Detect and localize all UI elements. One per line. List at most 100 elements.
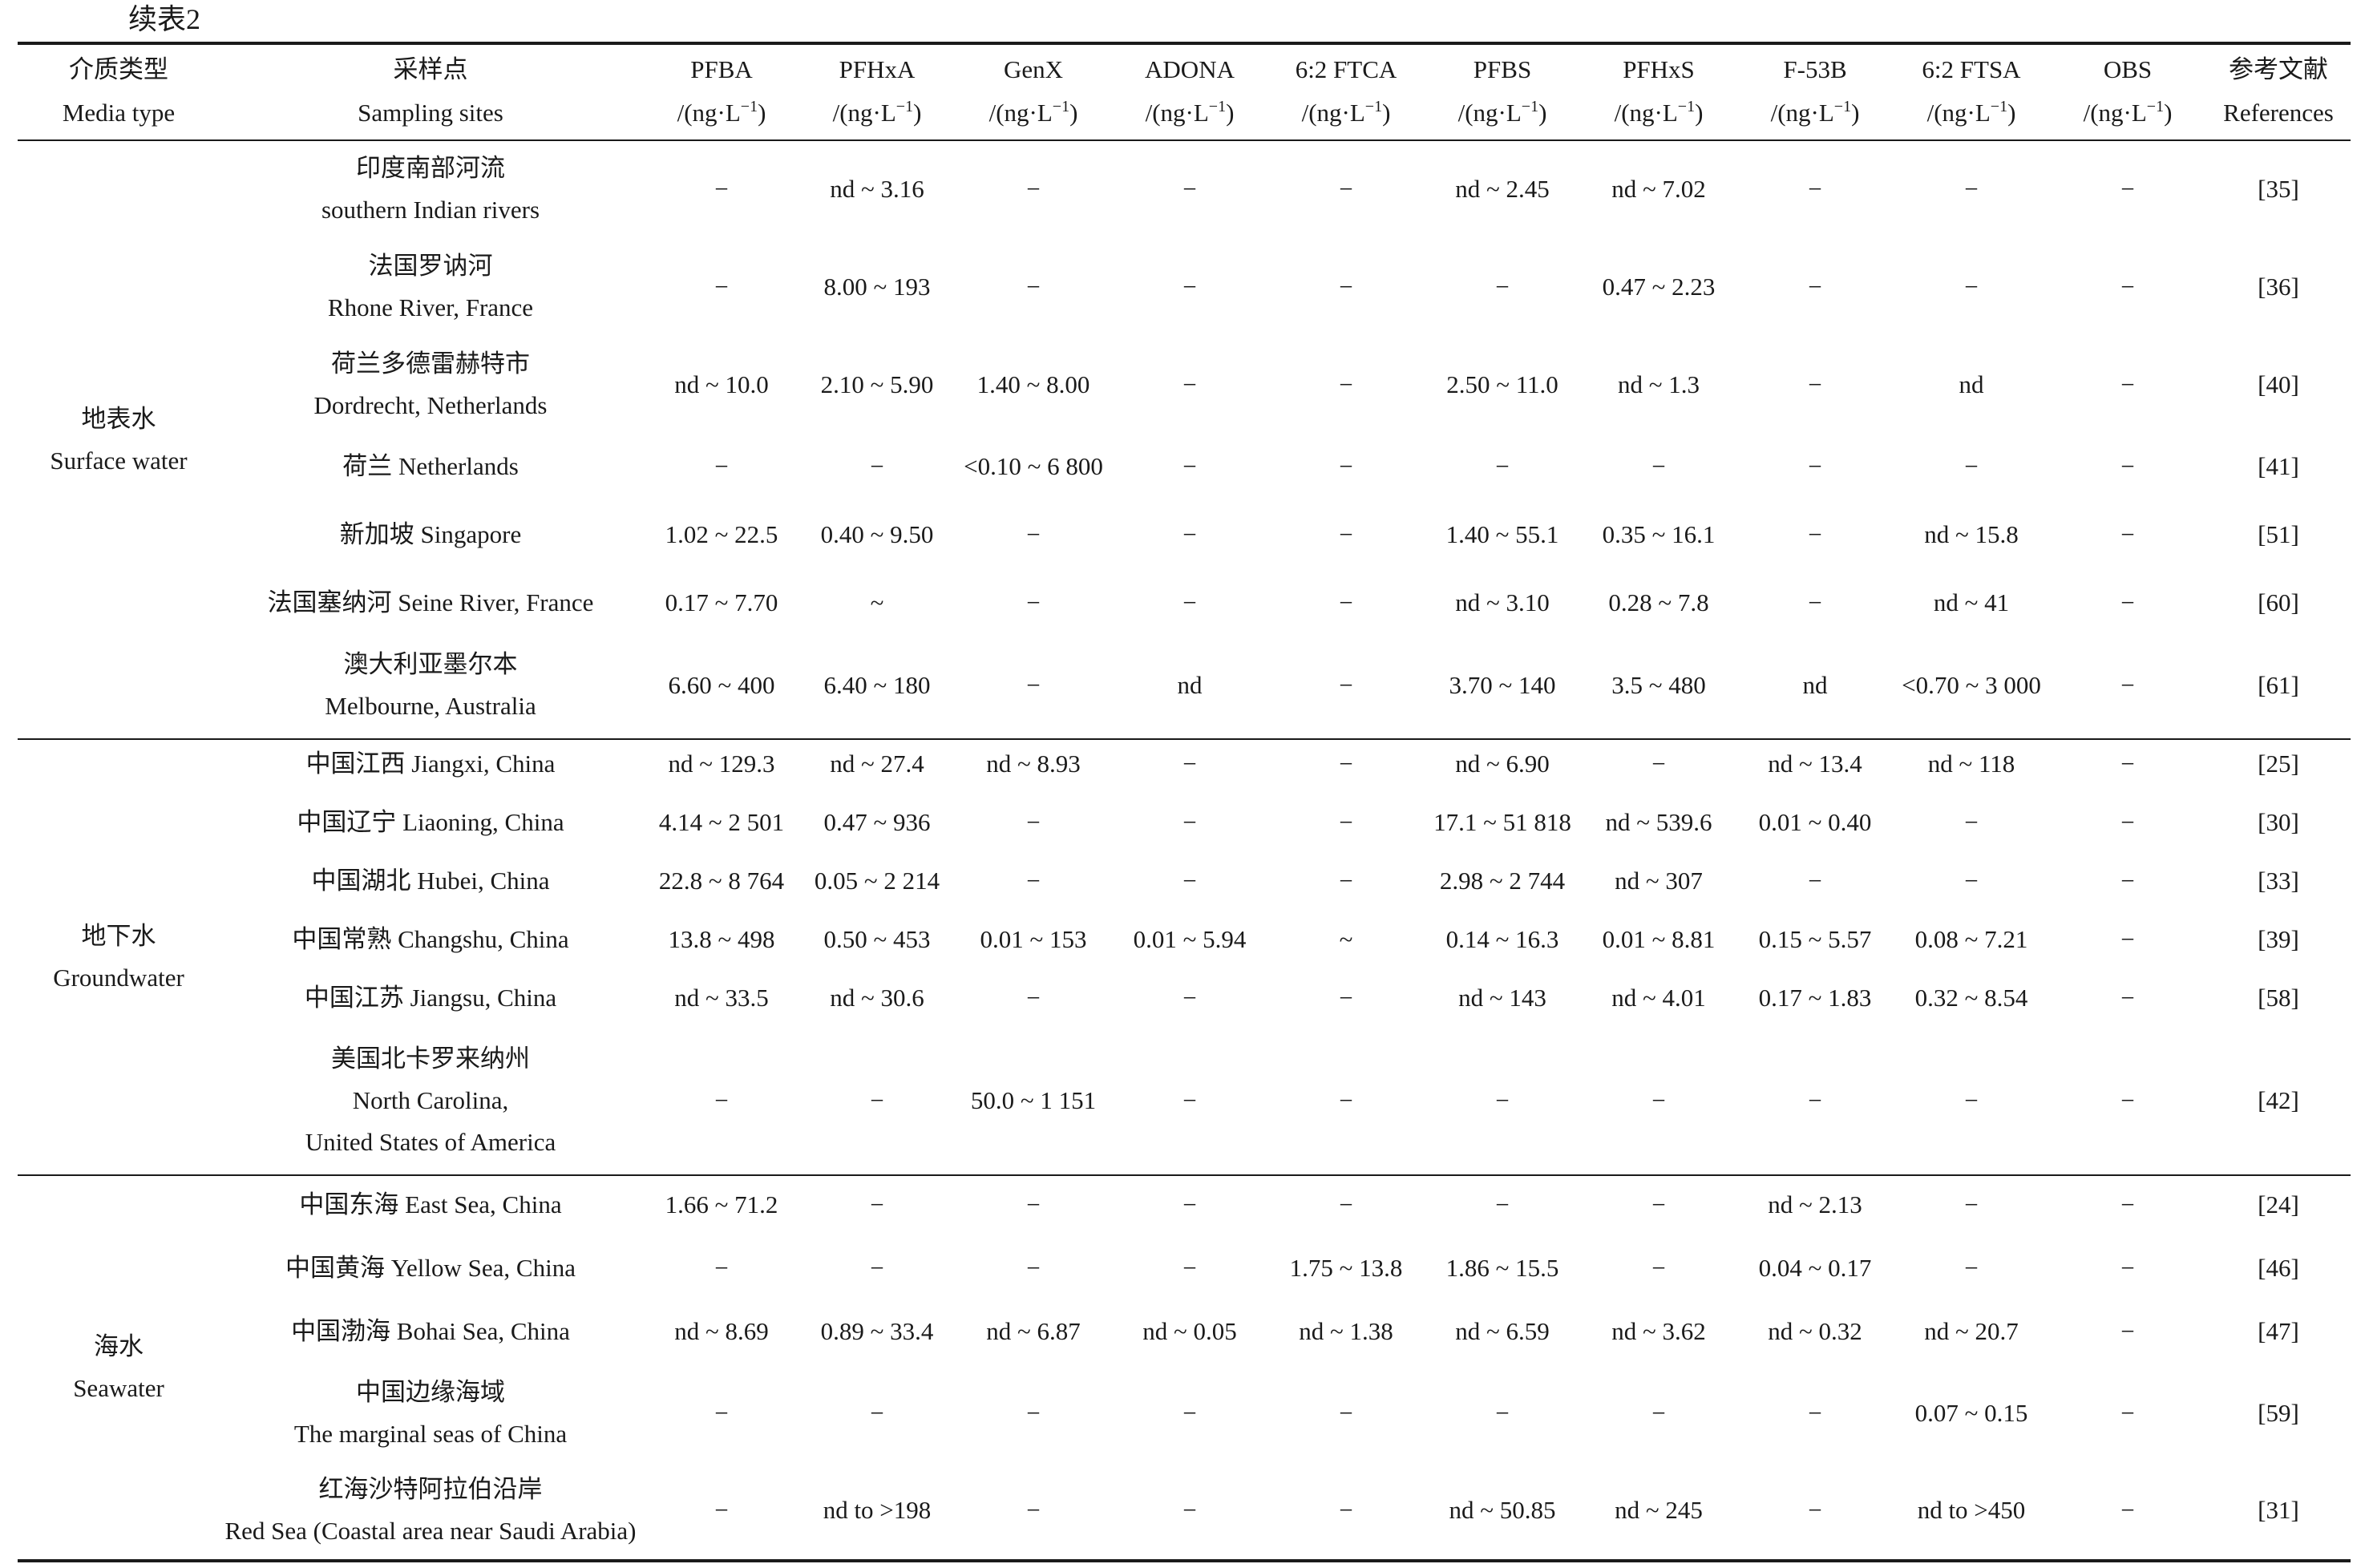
concentration-value: 1.40 ~ 55.1 (1445, 520, 1559, 548)
concentration-value: 0.40 ~ 9.50 (820, 520, 934, 548)
concentration-value: nd ~ 8.93 (986, 750, 1081, 778)
concentration-cell: − (1267, 438, 1425, 495)
concentration-value: − (714, 452, 729, 480)
group-separator-rule (18, 738, 2351, 740)
concentration-value: − (1495, 1086, 1510, 1114)
concentration-cell: − (1736, 507, 1894, 563)
concentration-value: − (2120, 925, 2135, 953)
concentration-value: 6.60 ~ 400 (668, 671, 775, 699)
concentration-cell: nd ~ 3.10 (1424, 575, 1581, 631)
concentration-cell: nd to >450 (1893, 1465, 2050, 1555)
concentration-cell: − (1736, 857, 1894, 905)
concentration-value: 0.28 ~ 7.8 (1608, 588, 1709, 616)
concentration-cell: − (1267, 798, 1425, 847)
unit-suffix: ) (2164, 99, 2173, 127)
concentration-cell: − (2049, 507, 2206, 563)
sampling-site-line: 中国江西 Jiangxi, China (305, 750, 556, 778)
concentration-cell: nd ~ 2.13 (1736, 1181, 1894, 1229)
column-header-unit: /(ng·L−1) (2084, 91, 2173, 135)
concentration-value: − (1495, 273, 1510, 301)
concentration-cell: nd ~ 245 (1580, 1465, 1737, 1555)
reference-value: [46] (2258, 1254, 2299, 1282)
concentration-value: nd ~ 4.01 (1611, 984, 1706, 1012)
concentration-value: nd ~ 20.7 (1924, 1317, 2019, 1345)
concentration-value: 0.15 ~ 5.57 (1758, 925, 1872, 953)
unit-prefix: /(ng·L (1301, 99, 1365, 127)
concentration-cell: nd ~ 0.32 (1736, 1307, 1894, 1356)
concentration-cell: 0.17 ~ 1.83 (1736, 974, 1894, 1022)
concentration-value: − (1339, 273, 1353, 301)
sampling-site-cell: 中国渤海 Bohai Sea, China (190, 1307, 671, 1356)
concentration-cell: − (1111, 974, 1268, 1022)
concentration-cell: − (1267, 641, 1425, 730)
concentration-value: − (1339, 588, 1353, 616)
concentration-cell: nd ~ 8.69 (643, 1307, 800, 1356)
concentration-cell: 50.0 ~ 1 151 (955, 1033, 1112, 1169)
concentration-cell: − (2049, 915, 2206, 964)
concentration-cell: − (2049, 857, 2206, 905)
media-type-cell: 海水 Seawater (6, 1178, 231, 1557)
sampling-site-line: 红海沙特阿拉伯沿岸 (318, 1475, 543, 1503)
concentration-value: − (1182, 1496, 1197, 1524)
concentration-value: nd (1802, 671, 1828, 699)
concentration-cell: 3.70 ~ 140 (1424, 641, 1581, 730)
concentration-cell: − (1267, 340, 1425, 430)
sampling-site-cell: 中国江苏 Jiangsu, China (190, 974, 671, 1022)
header-media-type-en: Media type (62, 99, 176, 127)
concentration-value: − (1495, 1399, 1510, 1427)
concentration-value: 0.08 ~ 7.21 (1914, 925, 2028, 953)
column-header-compound: F-53B (1783, 55, 1847, 83)
concentration-value: nd ~ 13.4 (1768, 750, 1862, 778)
concentration-value: 0.47 ~ 936 (823, 808, 931, 836)
concentration-cell: nd ~ 8.93 (955, 740, 1112, 788)
concentration-value: nd ~ 33.5 (674, 984, 769, 1012)
concentration-value: nd ~ 3.62 (1611, 1317, 1706, 1345)
sampling-site-cell: 美国北卡罗来纳州 North Carolina, United States of … (190, 1033, 671, 1169)
concentration-cell: − (2049, 740, 2206, 788)
concentration-cell: − (1267, 144, 1425, 234)
reference-value: [33] (2258, 867, 2299, 895)
concentration-value: − (870, 1254, 884, 1282)
concentration-value: − (1026, 984, 1041, 1012)
concentration-value: − (1651, 452, 1666, 480)
sampling-site-line: 印度南部河流 (356, 154, 505, 182)
concentration-value: nd ~ 307 (1615, 867, 1703, 895)
unit-prefix: /(ng·L (677, 99, 741, 127)
sampling-site-cell: 法国塞纳河 Seine River, France (190, 575, 671, 631)
concentration-cell: 8.00 ~ 193 (798, 242, 956, 332)
concentration-value: − (1339, 175, 1353, 203)
concentration-cell: − (1580, 1368, 1737, 1458)
concentration-value: nd to >450 (1917, 1496, 2026, 1524)
concentration-value: nd ~ 0.32 (1768, 1317, 1862, 1345)
concentration-cell: 1.66 ~ 71.2 (643, 1181, 800, 1229)
concentration-cell: − (955, 242, 1112, 332)
concentration-value: 0.17 ~ 7.70 (665, 588, 778, 616)
concentration-cell: − (1736, 438, 1894, 495)
concentration-value: 1.86 ~ 15.5 (1445, 1254, 1559, 1282)
media-type-zh: 地表水 (81, 405, 156, 433)
unit-prefix: /(ng·L (988, 99, 1053, 127)
concentration-value: − (1808, 273, 1822, 301)
concentration-cell: − (1267, 740, 1425, 788)
concentration-value: − (1495, 1190, 1510, 1218)
column-header: 6:2 FTSA /(ng·L−1) (1894, 46, 2048, 136)
reference-value: [61] (2258, 671, 2299, 699)
sampling-site-line: Dordrecht, Netherlands (313, 391, 548, 419)
concentration-cell: nd to >198 (798, 1465, 956, 1555)
concentration-cell: − (2049, 1465, 2206, 1555)
sampling-site-line: The marginal seas of China (293, 1420, 568, 1448)
concentration-cell: − (2049, 974, 2206, 1022)
concentration-value: nd (1177, 671, 1203, 699)
concentration-cell: − (643, 1465, 800, 1555)
concentration-value: − (1808, 588, 1822, 616)
concentration-value: nd ~ 143 (1458, 984, 1546, 1012)
reference-cell: [46] (2218, 1244, 2339, 1292)
concentration-cell: 0.47 ~ 936 (798, 798, 956, 847)
concentration-value: − (1026, 588, 1041, 616)
column-header-unit: /(ng·L−1) (677, 91, 766, 135)
concentration-cell: − (955, 575, 1112, 631)
concentration-value: − (2120, 1317, 2135, 1345)
concentration-value: − (1651, 1086, 1666, 1114)
sampling-site-cell: 法国罗讷河 Rhone River, France (190, 242, 671, 332)
concentration-cell: nd ~ 1.38 (1267, 1307, 1425, 1356)
